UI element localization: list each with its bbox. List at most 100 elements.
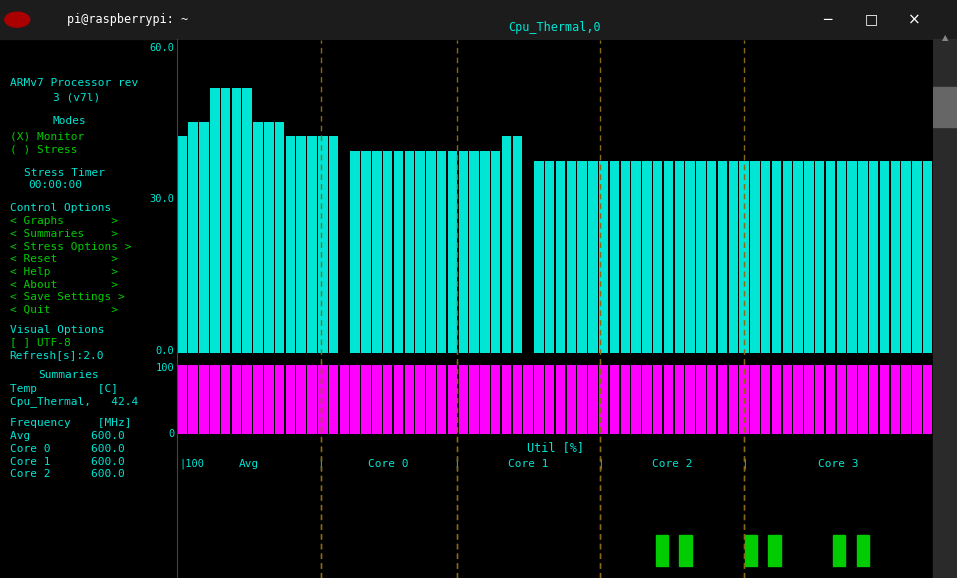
Bar (912, 161, 922, 353)
Bar (350, 151, 360, 353)
Bar (768, 535, 781, 566)
Text: Frequency [MHz]: Frequency [MHz] (501, 361, 609, 373)
Text: ×: × (907, 12, 921, 27)
Bar (383, 151, 392, 353)
Bar (740, 161, 748, 353)
Bar (632, 365, 641, 434)
Bar (221, 88, 231, 353)
Bar (469, 151, 478, 353)
Bar (577, 161, 587, 353)
Text: Stress Timer: Stress Timer (24, 168, 105, 177)
Bar (297, 136, 306, 353)
Bar (664, 161, 673, 353)
Bar (696, 161, 705, 353)
Bar (923, 161, 932, 353)
Bar (318, 365, 327, 434)
Text: 3 (v7l): 3 (v7l) (53, 92, 100, 102)
Bar (912, 365, 922, 434)
Bar (254, 365, 263, 434)
Bar (534, 161, 544, 353)
Bar (836, 161, 846, 353)
Bar (211, 88, 219, 353)
Bar (858, 161, 868, 353)
Bar (696, 365, 705, 434)
Bar (189, 365, 198, 434)
Text: Core 2: Core 2 (652, 458, 693, 469)
Text: Core 3: Core 3 (818, 458, 858, 469)
Bar (469, 365, 478, 434)
Text: Core 0: Core 0 (368, 377, 409, 388)
Bar (685, 365, 695, 434)
Text: |1500: |1500 (179, 377, 211, 388)
Text: Frequency    [MHz]: Frequency [MHz] (10, 418, 131, 428)
Bar (718, 161, 727, 353)
Bar (393, 365, 403, 434)
Bar (891, 365, 900, 434)
Text: pi@raspberrypi: ~: pi@raspberrypi: ~ (67, 13, 189, 26)
Text: Avg: Avg (238, 458, 259, 469)
Bar (707, 161, 717, 353)
Bar (675, 365, 684, 434)
Bar (491, 365, 501, 434)
Text: ARMv7 Processor rev: ARMv7 Processor rev (10, 78, 138, 88)
Bar (545, 161, 554, 353)
Text: Summaries: Summaries (38, 370, 99, 380)
Text: Core 1      600.0: Core 1 600.0 (10, 457, 124, 466)
Text: Temp         [C]: Temp [C] (10, 384, 118, 394)
Bar (869, 161, 879, 353)
Bar (189, 122, 198, 353)
Bar (448, 151, 457, 353)
Bar (815, 365, 824, 434)
Bar (610, 161, 619, 353)
Text: Control Options: Control Options (10, 203, 111, 213)
Bar (826, 365, 835, 434)
Bar (178, 365, 188, 434)
Bar (501, 136, 511, 353)
Bar (771, 161, 781, 353)
Text: |: | (454, 377, 460, 388)
Text: Cpu_Thermal,   42.4: Cpu_Thermal, 42.4 (10, 397, 138, 407)
Text: Core 1: Core 1 (508, 458, 549, 469)
Bar (513, 365, 522, 434)
Bar (783, 365, 792, 434)
Bar (783, 161, 792, 353)
Bar (556, 161, 566, 353)
Bar (685, 161, 695, 353)
Bar (804, 365, 813, 434)
Bar (362, 365, 370, 434)
Bar (656, 535, 668, 566)
Bar (745, 535, 757, 566)
Bar (642, 365, 652, 434)
Bar (501, 365, 511, 434)
Bar (448, 365, 457, 434)
Bar (556, 365, 566, 434)
Bar (307, 136, 317, 353)
Bar (242, 88, 252, 353)
Bar (458, 151, 468, 353)
Bar (211, 365, 219, 434)
Bar (761, 161, 770, 353)
Text: |: | (318, 458, 324, 469)
Bar (178, 136, 188, 353)
Bar (426, 151, 435, 353)
Bar (458, 365, 468, 434)
Bar (642, 161, 652, 353)
Bar (480, 365, 490, 434)
Bar (254, 122, 263, 353)
Bar (340, 365, 349, 434)
Bar (199, 122, 209, 353)
Bar (480, 151, 490, 353)
Bar (362, 151, 370, 353)
Bar (350, 365, 360, 434)
Bar (275, 365, 284, 434)
Bar (491, 151, 501, 353)
Bar (0, 0, 957, 39)
Bar (329, 136, 339, 353)
Bar (264, 122, 274, 353)
Text: |: | (741, 458, 747, 469)
Bar (577, 365, 587, 434)
Bar (879, 161, 889, 353)
Bar (653, 161, 662, 353)
Bar (923, 365, 932, 434)
Bar (761, 365, 770, 434)
